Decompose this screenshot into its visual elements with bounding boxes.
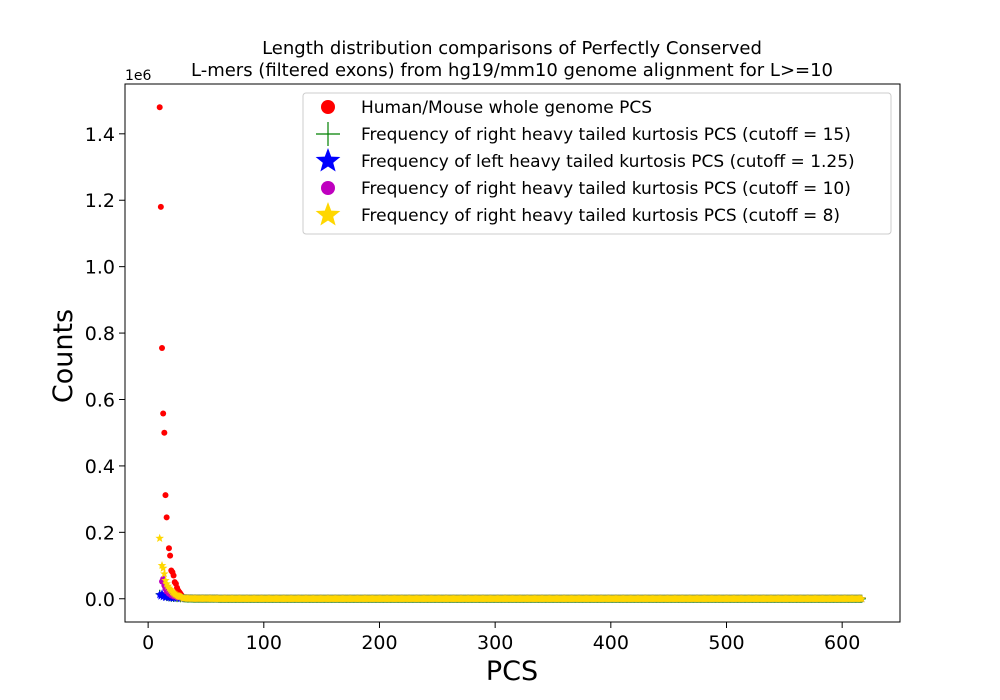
x-tick-label: 500	[708, 632, 744, 654]
chart-title-line-1: Length distribution comparisons of Perfe…	[262, 38, 762, 59]
data-point	[165, 545, 172, 552]
plot-area	[155, 104, 867, 603]
legend-label: Frequency of left heavy tailed kurtosis …	[361, 152, 855, 172]
y-tick-label: 0.6	[85, 389, 115, 411]
data-point	[177, 592, 186, 601]
legend-label: Human/Mouse whole genome PCS	[361, 98, 652, 118]
data-point	[170, 572, 177, 579]
data-point	[163, 514, 170, 521]
y-tick-label: 0.8	[85, 323, 115, 345]
data-point	[162, 492, 169, 499]
series-5	[155, 533, 867, 603]
data-point	[166, 586, 176, 595]
data-point	[160, 590, 169, 600]
data-point	[158, 563, 168, 572]
data-point	[161, 429, 168, 436]
data-point	[155, 533, 164, 542]
legend-box	[302, 92, 892, 235]
data-point	[164, 583, 174, 592]
y-axis-label: Counts	[48, 309, 79, 403]
y-tick-label: 0.2	[85, 522, 115, 544]
data-point	[160, 410, 167, 417]
data-point	[160, 569, 169, 578]
data-point	[157, 561, 167, 570]
data-point	[156, 104, 163, 111]
data-point	[167, 552, 174, 559]
data-point	[857, 594, 867, 603]
legend: Human/Mouse whole genome PCS Frequency of…	[302, 92, 892, 235]
x-tick-label: 100	[246, 632, 282, 654]
x-tick-label: 300	[477, 632, 513, 654]
legend-label: Frequency of right heavy tailed kurtosis…	[361, 206, 840, 226]
legend-label: Frequency of right heavy tailed kurtosis…	[361, 125, 851, 145]
data-point	[161, 575, 170, 585]
data-point	[157, 589, 167, 598]
data-point	[163, 581, 173, 590]
y-tick-label: 1.2	[85, 190, 115, 212]
y-tick-label: 0.0	[85, 589, 115, 611]
y-axis: 0.0 0.2 0.4 0.6 0.8 1.0 1.2 1.4	[85, 124, 125, 611]
legend-label: Frequency of right heavy tailed kurtosis…	[361, 179, 851, 199]
legend-marker	[321, 100, 335, 114]
legend-marker	[315, 148, 341, 172]
legend-marker	[315, 202, 341, 226]
legend-marker	[321, 181, 335, 195]
y-scale-label: 1e6	[125, 68, 152, 84]
x-tick-label: 200	[361, 632, 397, 654]
plot-frame	[124, 83, 901, 623]
chart-title-line-2: L-mers (filtered exons) from hg19/mm10 g…	[191, 60, 833, 81]
data-point	[162, 579, 171, 588]
x-tick-label: 400	[593, 632, 629, 654]
y-tick-label: 1.4	[85, 124, 115, 146]
x-tick-label: 600	[824, 632, 860, 654]
y-tick-label: 0.4	[85, 456, 115, 478]
y-tick-label: 1.0	[85, 257, 115, 279]
x-axis-label: PCS	[486, 656, 538, 687]
data-point	[165, 584, 175, 594]
data-point	[155, 590, 164, 599]
data-point	[159, 345, 166, 352]
x-axis: 0 100 200 300 400 500 600	[142, 622, 860, 654]
data-point	[157, 203, 164, 210]
x-tick-label: 0	[142, 632, 154, 654]
legend-marker	[316, 122, 340, 146]
